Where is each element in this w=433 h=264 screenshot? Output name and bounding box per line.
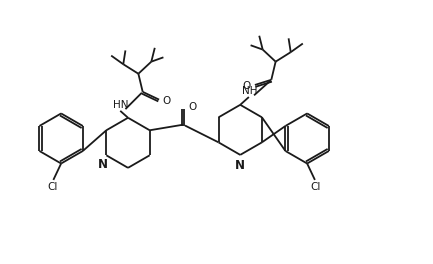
Text: Cl: Cl <box>310 182 321 192</box>
Text: O: O <box>243 81 251 91</box>
Text: Cl: Cl <box>47 182 58 192</box>
Text: O: O <box>188 102 197 112</box>
Text: N: N <box>98 158 108 171</box>
Text: O: O <box>162 96 171 106</box>
Text: NH: NH <box>242 86 258 96</box>
Text: N: N <box>235 159 245 172</box>
Text: HN: HN <box>113 100 128 110</box>
